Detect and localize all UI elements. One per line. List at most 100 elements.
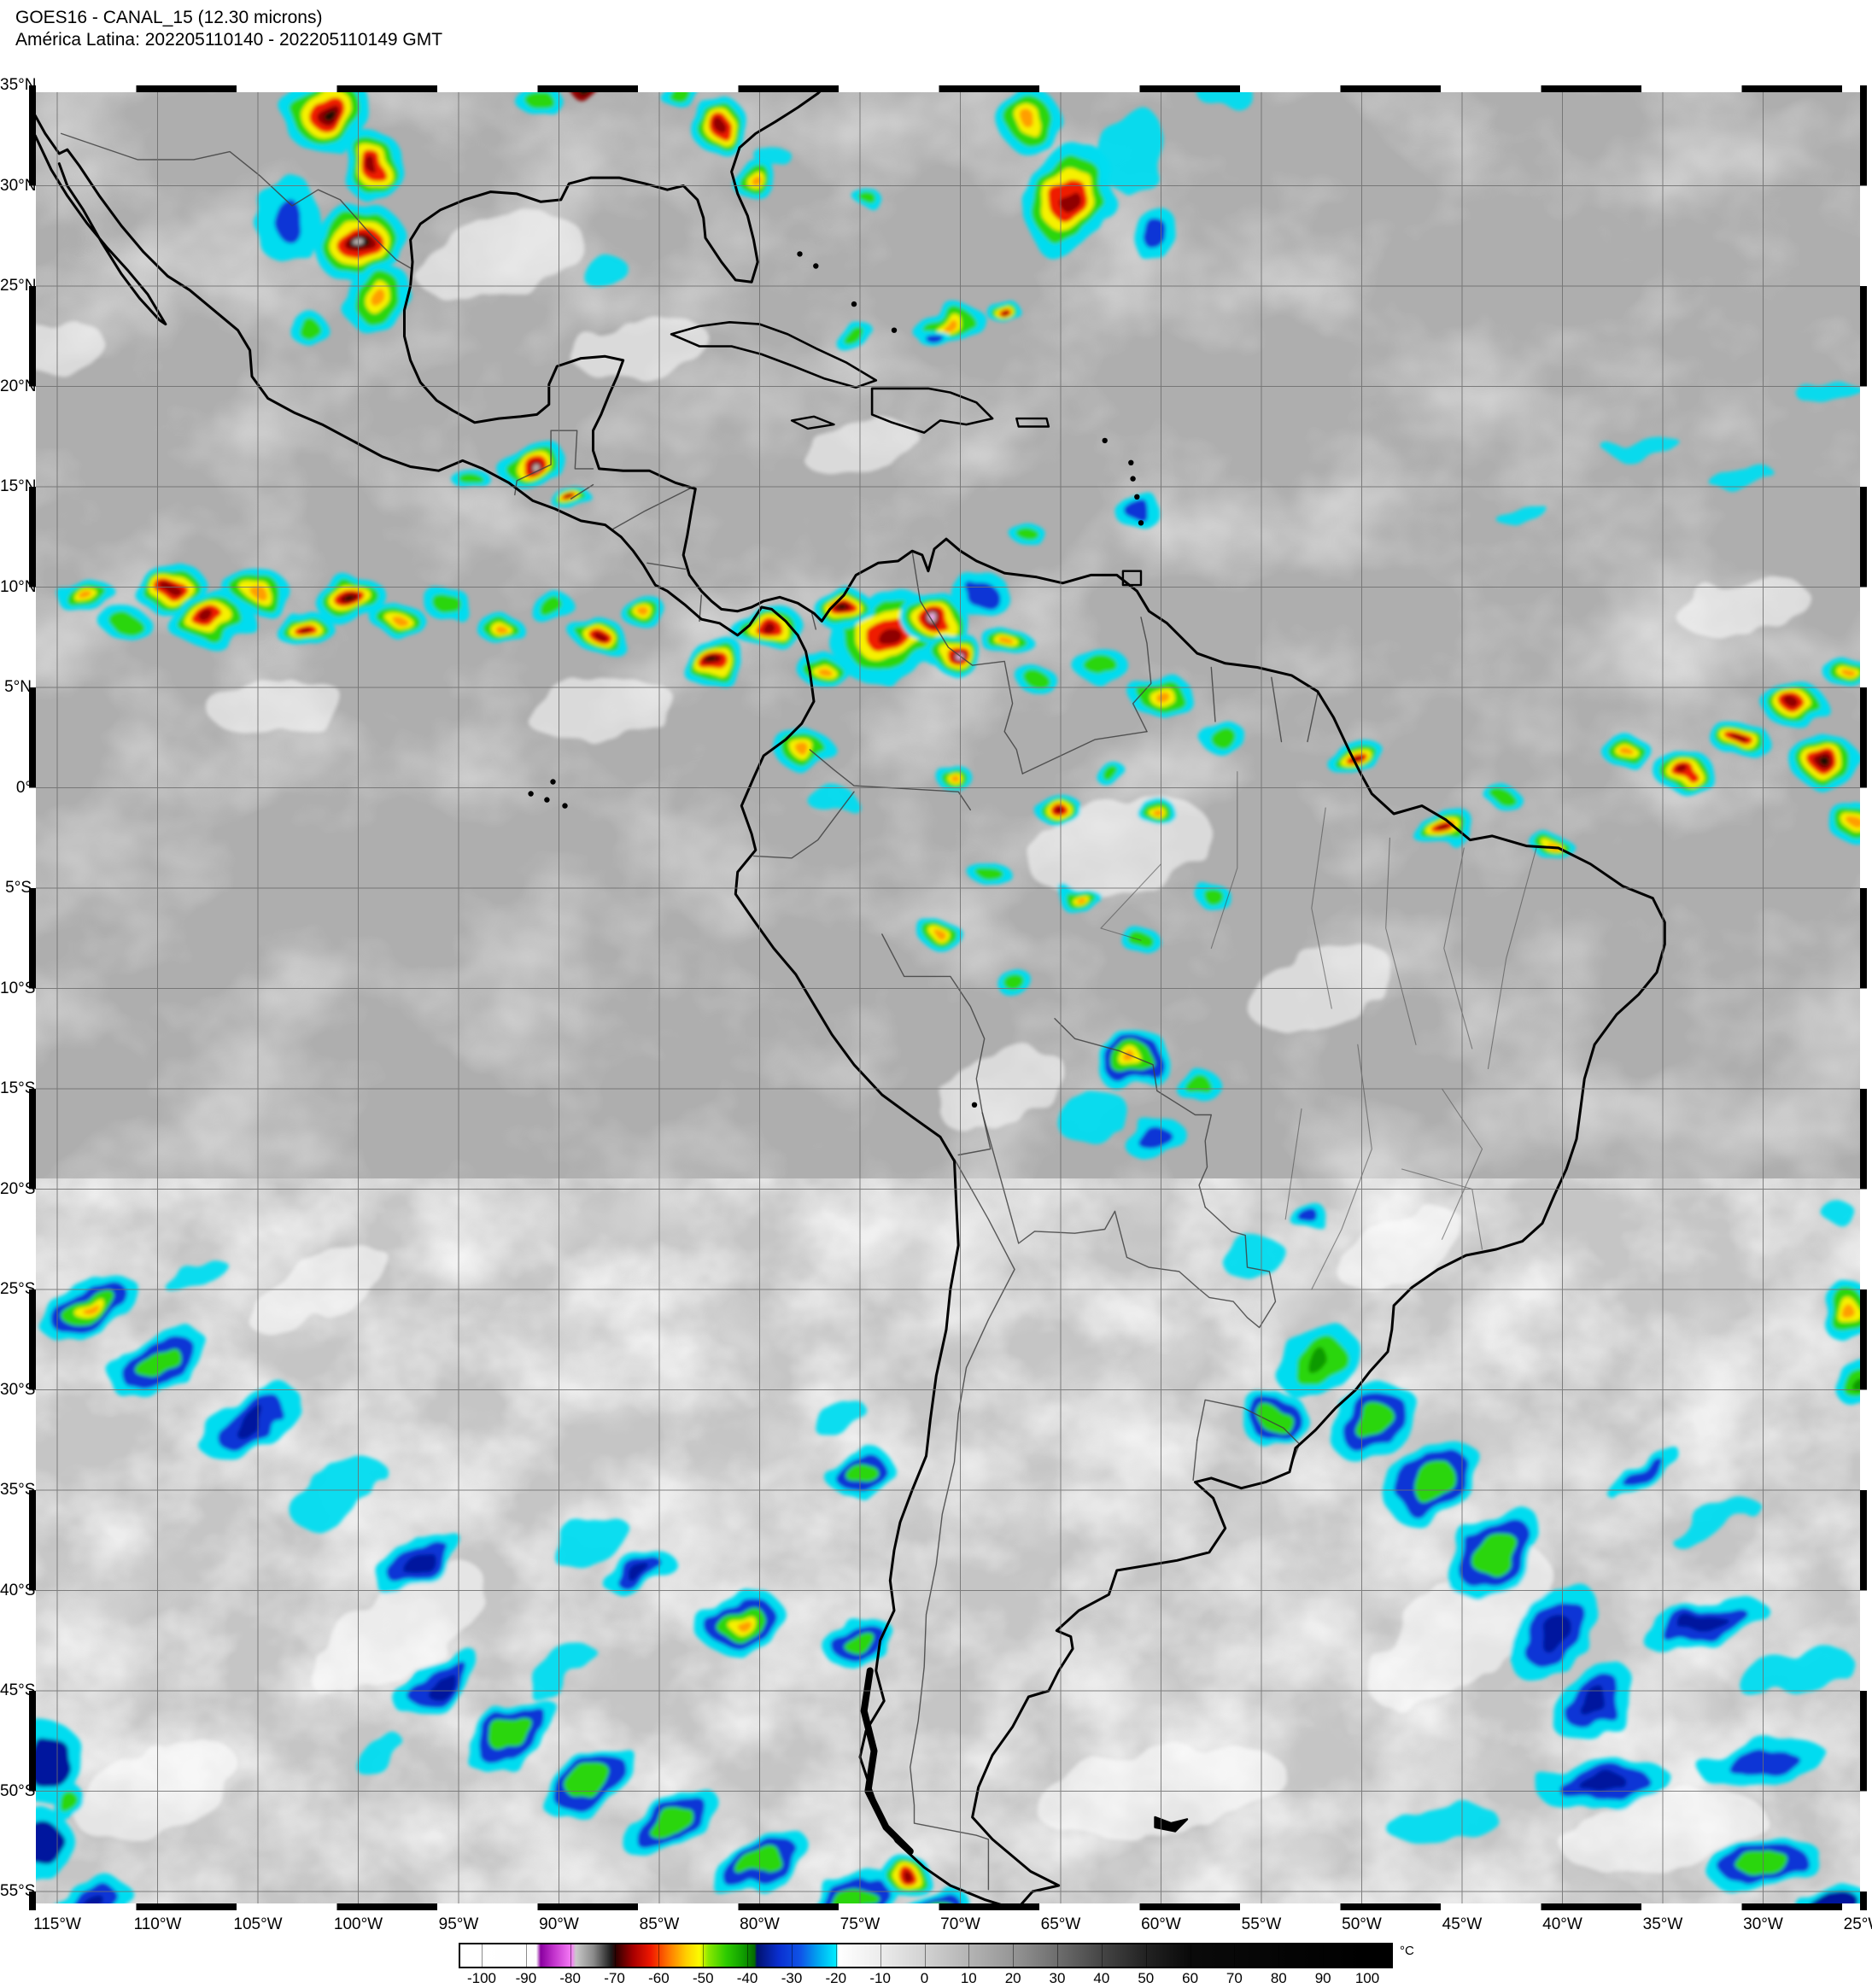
- cloud-system: [1736, 1650, 1854, 1695]
- cloud-system: [453, 469, 492, 492]
- colorbar-tick: [1323, 1944, 1325, 1967]
- cloud-system: [1799, 383, 1860, 406]
- lat-label: 20°N: [0, 377, 37, 395]
- colorbar-tick: [570, 1944, 571, 1967]
- cloud-system: [1096, 108, 1166, 191]
- colorbar-tick-label: -40: [736, 1970, 758, 1986]
- colorbar-tick: [968, 1944, 970, 1967]
- cloud-system: [1711, 467, 1775, 490]
- cloud-system: [1028, 798, 1214, 898]
- lat-label: 35°S: [0, 1481, 36, 1499]
- cloud-system: [1096, 764, 1131, 787]
- cloud-system: [623, 599, 671, 631]
- lat-label: 0°: [15, 778, 32, 797]
- colorbar-tick: [658, 1944, 660, 1967]
- colorbar-unit: °C: [1400, 1944, 1414, 1958]
- colorbar-tick: [747, 1944, 749, 1967]
- lat-label: 5°S: [5, 879, 32, 897]
- lon-label: 80°W: [740, 1915, 780, 1933]
- cloud-system: [1057, 1090, 1128, 1143]
- colorbar-tick: [1367, 1944, 1368, 1967]
- cloud-system: [1220, 1237, 1286, 1278]
- lon-label: 45°W: [1442, 1915, 1483, 1933]
- colorbar-tick: [1190, 1944, 1191, 1967]
- cloud-system: [527, 592, 576, 623]
- lat-label: 50°S: [0, 1781, 36, 1800]
- cloud-system: [39, 1274, 139, 1342]
- colorbar-tick: [1145, 1944, 1147, 1967]
- cloud-system: [571, 314, 707, 378]
- cloud-system: [1495, 506, 1550, 523]
- colorbar-tick: [791, 1944, 793, 1967]
- colorbar-tick-label: -30: [781, 1970, 803, 1986]
- cloud-system: [983, 299, 1018, 318]
- lon-label: 105°W: [233, 1915, 283, 1933]
- cloud-system: [920, 923, 965, 950]
- product-title: GOES16 - CANAL_15 (12.30 microns): [15, 8, 323, 27]
- colorbar-tick: [482, 1944, 483, 1967]
- lat-label: 20°S: [0, 1179, 36, 1198]
- lon-label: 85°W: [639, 1915, 680, 1933]
- cloud-system: [1715, 723, 1771, 760]
- colorbar-tick: [614, 1944, 616, 1967]
- cloud-system: [812, 1399, 868, 1437]
- cloud-system: [1016, 666, 1056, 693]
- cloud-system: [36, 1722, 82, 1804]
- cloud-system: [1486, 785, 1518, 806]
- cloud-system: [1197, 720, 1245, 751]
- cloud-system: [36, 320, 108, 372]
- lat-label: 40°S: [0, 1581, 36, 1599]
- lon-label: 60°W: [1141, 1915, 1181, 1933]
- cloud-system: [342, 132, 402, 200]
- cloud-system: [415, 213, 582, 300]
- cloud-system: [1675, 580, 1811, 634]
- cloud-system: [913, 305, 984, 343]
- map-frame-top: [36, 85, 1860, 92]
- lon-label: 30°W: [1743, 1915, 1783, 1933]
- cloud-system: [376, 1529, 461, 1595]
- colorbar-tick-label: -60: [648, 1970, 670, 1986]
- cloud-system: [476, 612, 522, 642]
- lon-label: 115°W: [33, 1915, 81, 1933]
- colorbar-tick-label: 40: [1093, 1970, 1110, 1986]
- cloud-system: [775, 727, 833, 772]
- cloud-system: [698, 1590, 786, 1655]
- colorbar-tick-label: 0: [920, 1970, 929, 1986]
- cloud-system: [1412, 809, 1477, 847]
- colorbar-tick-label: 60: [1182, 1970, 1199, 1986]
- lat-label: 45°S: [0, 1681, 36, 1699]
- colorbar-tick-label: -50: [693, 1970, 714, 1986]
- colorbar-tick-label: 20: [1004, 1970, 1021, 1986]
- colorbar-tick-label: 50: [1138, 1970, 1155, 1986]
- lat-label: 15°S: [0, 1079, 36, 1097]
- colorbar-tick-label: 30: [1049, 1970, 1066, 1986]
- colorbar-tick-label: 90: [1314, 1970, 1331, 1986]
- lat-label: 30°S: [0, 1380, 36, 1399]
- cloud-system: [808, 786, 857, 814]
- lon-label: 95°W: [438, 1915, 479, 1933]
- lon-label: 50°W: [1342, 1915, 1382, 1933]
- colorbar-gradient: [460, 1944, 1391, 1967]
- cloud-system: [1822, 1203, 1857, 1223]
- lat-label: 55°S: [0, 1882, 36, 1900]
- cloud-system: [1034, 794, 1083, 826]
- colorbar-tick-label: -90: [515, 1970, 537, 1986]
- cloud-system: [1600, 733, 1649, 766]
- cloud-system: [984, 628, 1033, 659]
- cloud-system: [199, 1386, 301, 1458]
- cloud-system: [972, 863, 1014, 888]
- lat-label: 10°S: [0, 979, 36, 997]
- cloud-system: [690, 99, 749, 152]
- lon-label: 65°W: [1040, 1915, 1081, 1933]
- colorbar-tick: [1234, 1944, 1236, 1967]
- cloud-system: [209, 679, 347, 736]
- cloud-system: [465, 1696, 557, 1769]
- colorbar-tick: [525, 1944, 527, 1967]
- cloud-system: [272, 608, 331, 646]
- cloud-system: [422, 588, 471, 619]
- lon-label: 25°W: [1843, 1915, 1872, 1933]
- cloud-system: [1652, 750, 1714, 790]
- lon-label: 35°W: [1642, 1915, 1683, 1933]
- cloud-system: [1113, 493, 1161, 525]
